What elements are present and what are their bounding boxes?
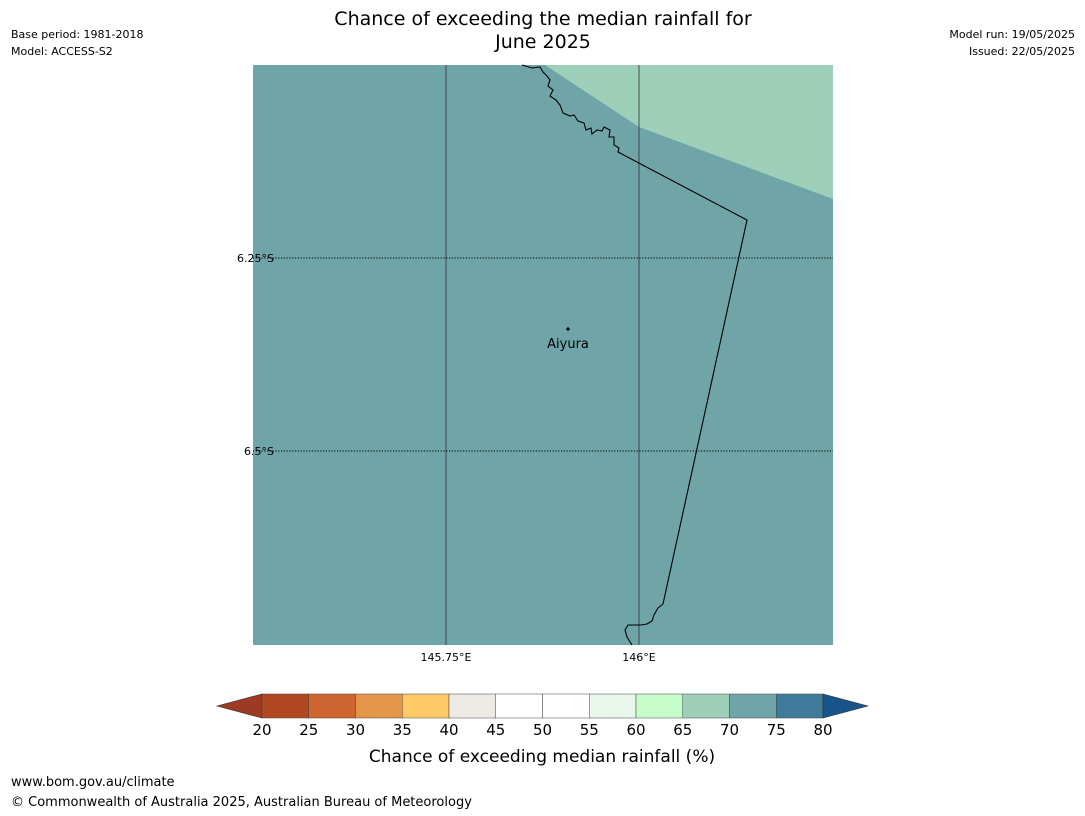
colorbar-bin-30-35 <box>355 693 403 719</box>
colorbar-bin-20-25 <box>261 693 309 719</box>
border-line <box>521 64 748 646</box>
colorbar-tick-65: 65 <box>673 721 692 739</box>
colorbar-bin-40-45 <box>448 693 496 719</box>
footer-url: www.bom.gov.au/climate <box>11 775 175 790</box>
colorbar-bin-35-40 <box>402 693 450 719</box>
colorbar-bin-45-50 <box>495 693 543 719</box>
lat-label-6-5: 6.5°S <box>244 445 274 458</box>
model-name: Model: ACCESS-S2 <box>11 45 113 58</box>
aiyura-label: Aiyura <box>547 337 589 352</box>
colorbar-bin-70-75 <box>729 693 777 719</box>
footer-copyright: © Commonwealth of Australia 2025, Austra… <box>11 795 472 810</box>
colorbar-tick-40: 40 <box>439 721 458 739</box>
model-run: Model run: 19/05/2025 <box>949 28 1075 41</box>
colorbar-bin-60-65 <box>635 693 683 719</box>
colorbar-bin-75-80 <box>776 693 824 719</box>
colorbar-tick-45: 45 <box>486 721 505 739</box>
colorbar-tick-35: 35 <box>393 721 412 739</box>
chart-title: Chance of exceeding the median rainfall … <box>243 8 843 54</box>
colorbar-tick-50: 50 <box>533 721 552 739</box>
colorbar-bin-50-55 <box>542 693 590 719</box>
colorbar-extend-low <box>215 693 263 719</box>
meta-left: Base period: 1981-2018 Model: ACCESS-S2 <box>11 26 143 60</box>
colorbar: 20 25 30 35 40 45 50 55 60 65 70 75 80 <box>215 693 870 739</box>
colorbar-tick-25: 25 <box>299 721 318 739</box>
meta-right: Model run: 19/05/2025 Issued: 22/05/2025 <box>949 26 1075 60</box>
base-period: Base period: 1981-2018 <box>11 28 144 41</box>
lat-label-6-25: 6.25°S <box>237 252 274 265</box>
colorbar-tick-55: 55 <box>580 721 599 739</box>
colorbar-bin-25-30 <box>308 693 356 719</box>
colorbar-bin-65-70 <box>682 693 730 719</box>
colorbar-bin-55-60 <box>589 693 637 719</box>
colorbar-tick-20: 20 <box>252 721 271 739</box>
colorbar-tick-60: 60 <box>626 721 645 739</box>
lon-label-145-75: 145.75°E <box>421 651 472 664</box>
colorbar-extend-high <box>822 693 870 719</box>
colorbar-tick-75: 75 <box>767 721 786 739</box>
title-line-2: June 2025 <box>495 31 591 53</box>
colorbar-label: Chance of exceeding median rainfall (%) <box>369 747 715 767</box>
title-line-1: Chance of exceeding the median rainfall … <box>334 8 752 30</box>
upper-probability-band <box>545 65 833 199</box>
aiyura-marker <box>566 327 570 331</box>
lon-label-146: 146°E <box>622 651 655 664</box>
colorbar-tick-70: 70 <box>720 721 739 739</box>
colorbar-tick-80: 80 <box>813 721 832 739</box>
issued-date: Issued: 22/05/2025 <box>968 45 1075 58</box>
colorbar-tick-30: 30 <box>346 721 365 739</box>
